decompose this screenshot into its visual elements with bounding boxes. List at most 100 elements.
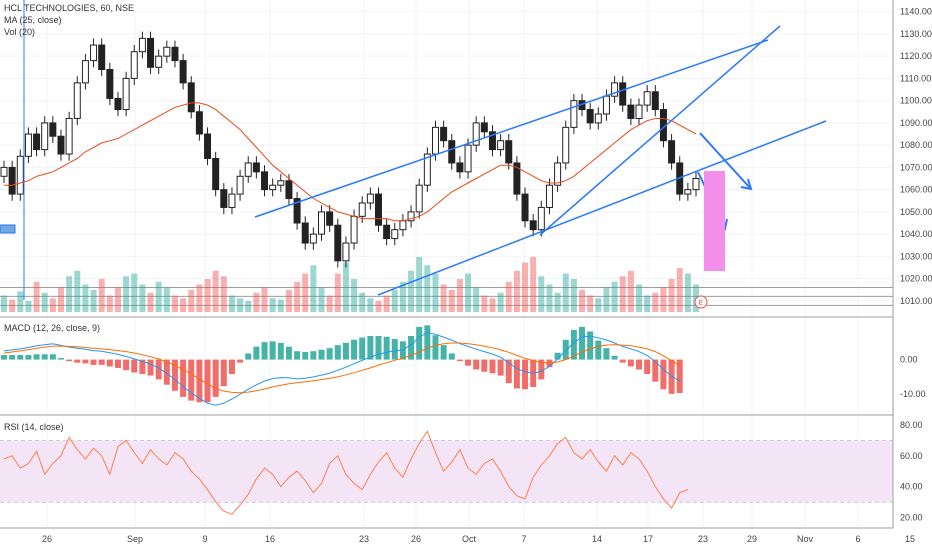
- macd-hist-bar: [66, 359, 73, 362]
- forecast-arrow-1-head: [740, 178, 753, 191]
- macd-hist-bar: [17, 355, 24, 360]
- time-tick-label: 23: [698, 534, 708, 544]
- volume-bar: [611, 281, 618, 312]
- volume-bar: [473, 287, 480, 312]
- candle-body: [285, 180, 293, 200]
- volume-bar: [408, 270, 415, 312]
- time-tick-label: 9: [202, 534, 207, 544]
- channel-lower-line[interactable]: [377, 120, 827, 296]
- candle-body: [57, 135, 65, 155]
- earnings-marker[interactable]: [694, 295, 708, 309]
- candle-body: [570, 100, 578, 128]
- candle-body: [122, 77, 130, 111]
- candle-body: [448, 140, 456, 164]
- candle-body: [98, 44, 106, 71]
- candle-body: [643, 91, 651, 106]
- candle-body: [318, 211, 326, 235]
- candle-body: [545, 184, 553, 208]
- candle-body: [497, 140, 505, 151]
- volume-bar: [57, 287, 64, 312]
- candle-body: [138, 37, 146, 53]
- volume-bar: [196, 284, 203, 312]
- macd-hist-bar: [408, 335, 415, 360]
- macd-hist-bar: [302, 351, 309, 360]
- volume-bar: [554, 292, 561, 312]
- price-axis[interactable]: 1140.00 1130.00 1120.00 1110.00 1100.00 1090.…: [900, 7, 932, 306]
- candle-body: [326, 211, 334, 226]
- wedge-line[interactable]: [539, 25, 781, 236]
- macd-hist-bar: [155, 359, 162, 380]
- macd-hist-bar: [180, 359, 187, 397]
- macd-hist-bar: [57, 358, 64, 360]
- vol-legend[interactable]: Vol (20): [4, 27, 35, 37]
- volume-bar: [367, 298, 374, 312]
- rsi-legend[interactable]: RSI (14, close): [4, 422, 64, 432]
- volume-bar: [66, 276, 73, 312]
- candle-body: [440, 126, 448, 142]
- macd-axis[interactable]: 0.00 -10.00: [900, 355, 926, 400]
- volume-bar: [668, 279, 675, 312]
- target-box[interactable]: [704, 171, 725, 271]
- macd-hist-bar: [269, 341, 276, 360]
- candle-body: [155, 55, 163, 68]
- earnings-marker-label: E: [699, 300, 704, 307]
- candle-body: [350, 215, 358, 244]
- candle-body: [204, 133, 212, 160]
- macd-hist-bar: [90, 359, 97, 365]
- time-axis[interactable]: 26 Sep 9 16 23 26 Oct 7 14 17 23 29 Nov 6 15: [42, 534, 915, 544]
- time-tick-label: 17: [643, 534, 653, 544]
- ma-line: [4, 102, 697, 222]
- candle-body: [163, 46, 171, 57]
- candle-body: [90, 44, 98, 62]
- price-tick-label: 1070.00: [900, 162, 932, 172]
- channel-upper-line[interactable]: [254, 39, 769, 218]
- volume-bar: [188, 290, 195, 312]
- drawings[interactable]: [0, 0, 827, 300]
- candle-body: [668, 140, 676, 164]
- macd-hist-bar: [611, 355, 618, 360]
- volume-bar: [619, 276, 626, 312]
- price-tick-label: 1030.00: [900, 251, 932, 261]
- macd-legend[interactable]: MACD (12, 26, close, 9): [4, 323, 100, 333]
- candle-body: [309, 233, 317, 244]
- candle-body: [415, 184, 423, 213]
- candle-body: [130, 51, 138, 79]
- time-tick-label: Sep: [127, 534, 143, 544]
- macd-hist-bar: [1, 355, 7, 360]
- ma-legend[interactable]: MA (25, close): [4, 15, 62, 25]
- macd-hist-bar: [49, 354, 56, 360]
- volume-bar: [33, 281, 40, 312]
- volume-bar: [562, 273, 569, 312]
- time-tick-label: 29: [747, 534, 757, 544]
- volume-bar: [204, 279, 211, 312]
- volume-bar: [17, 291, 24, 312]
- macd-hist-bar: [9, 355, 16, 360]
- candle-body: [651, 91, 659, 111]
- time-tick-label: 7: [521, 534, 526, 544]
- macd-hist-bar: [310, 351, 317, 360]
- rsi-axis[interactable]: 80.00 60.00 40.00 20.00: [900, 420, 923, 522]
- macd-hist-bar: [644, 359, 651, 375]
- candle-body: [114, 97, 122, 111]
- symbol-title[interactable]: HCL TECHNOLOGIES, 60, NSE: [4, 3, 134, 13]
- volume-bar: [147, 292, 154, 312]
- candle-body: [277, 180, 285, 186]
- candle-body: [261, 171, 269, 191]
- volume-bar: [131, 273, 138, 312]
- volume-bar: [391, 290, 398, 312]
- macd-hist-bar: [579, 326, 586, 360]
- time-tick-label: Oct: [462, 534, 477, 544]
- volume-bar: [25, 301, 32, 312]
- forecast-arrow-1[interactable]: [699, 132, 751, 189]
- macd-hist-bar: [220, 359, 227, 387]
- macd-hist-bar: [74, 359, 81, 363]
- price-tick-label: 1090.00: [900, 118, 932, 128]
- macd-hist-bar: [383, 336, 390, 360]
- candle-body: [399, 220, 407, 231]
- volume-bar: [212, 270, 219, 312]
- volume-bar: [513, 270, 520, 312]
- macd-hist-bar: [342, 342, 349, 360]
- price-tick-label: 1050.00: [900, 207, 932, 217]
- macd-hist-bar: [318, 349, 325, 360]
